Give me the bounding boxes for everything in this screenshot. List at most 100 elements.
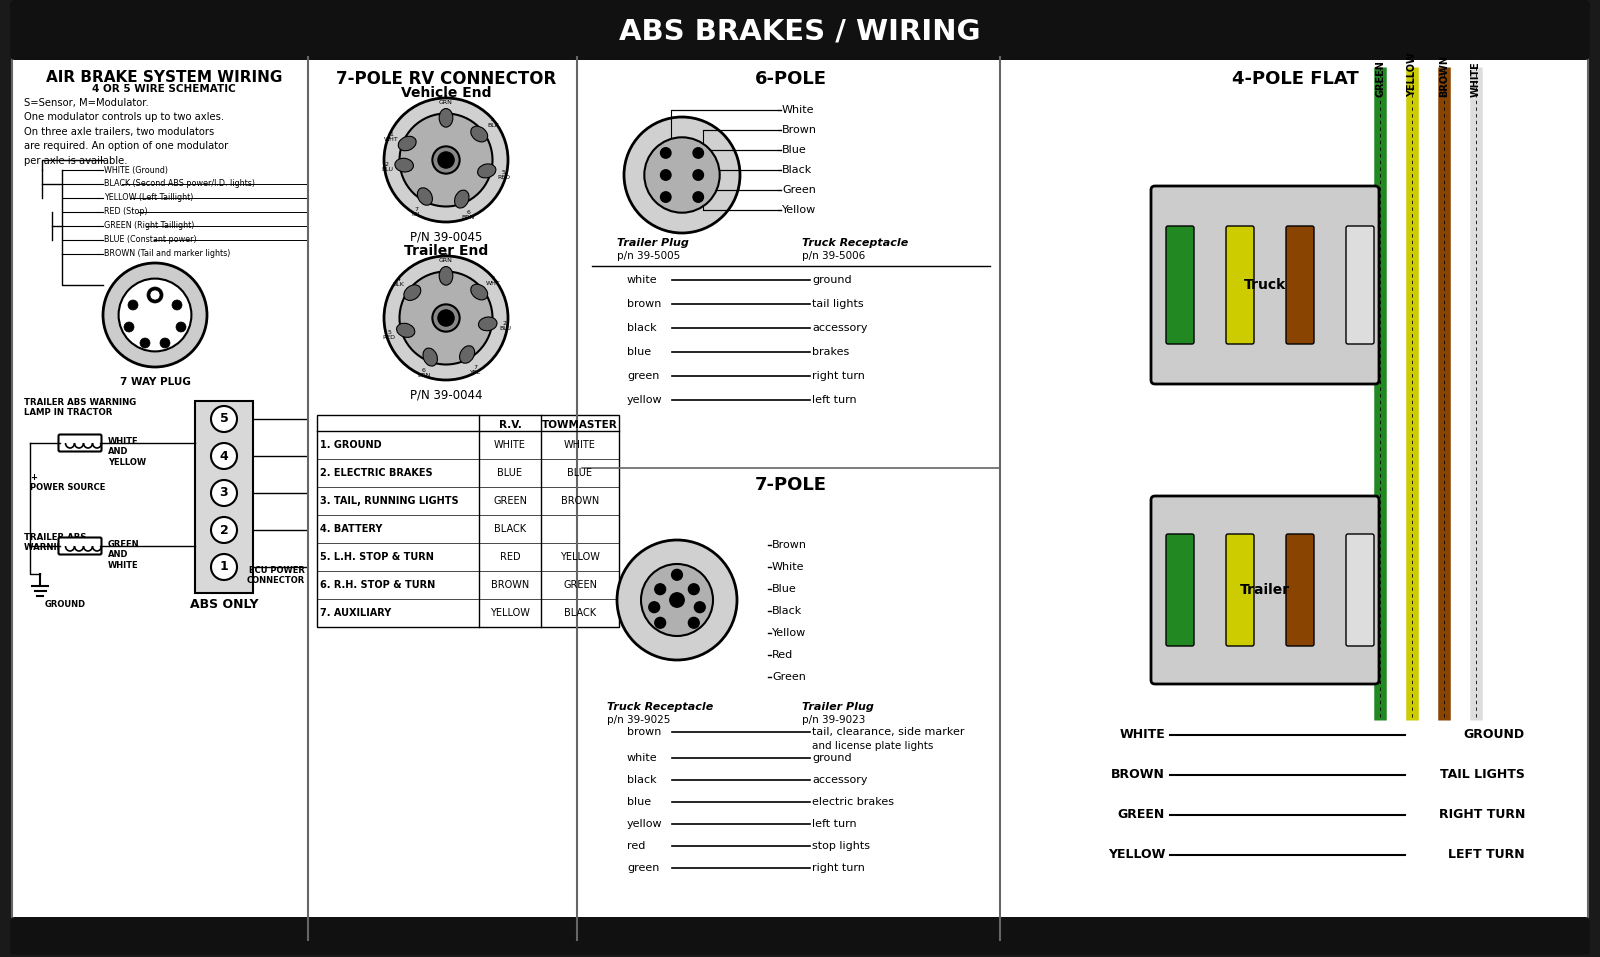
Text: Truck: Truck	[1243, 278, 1286, 292]
FancyBboxPatch shape	[10, 0, 1590, 60]
Text: left turn: left turn	[813, 395, 856, 405]
Text: ABS BRAKES / WIRING: ABS BRAKES / WIRING	[619, 18, 981, 46]
FancyBboxPatch shape	[1166, 226, 1194, 344]
Circle shape	[688, 584, 699, 594]
Text: brown: brown	[627, 727, 661, 737]
FancyBboxPatch shape	[1346, 226, 1374, 344]
Text: RIGHT TURN: RIGHT TURN	[1438, 809, 1525, 821]
Circle shape	[211, 406, 237, 432]
Text: 7-POLE RV CONNECTOR: 7-POLE RV CONNECTOR	[336, 70, 557, 88]
Text: YELLOW: YELLOW	[1107, 849, 1165, 861]
Text: Red: Red	[771, 650, 794, 660]
Text: 6
BRN: 6 BRN	[462, 211, 475, 220]
Text: left turn: left turn	[813, 819, 856, 829]
Text: ground: ground	[813, 275, 851, 285]
Circle shape	[432, 304, 459, 332]
Text: electric brakes: electric brakes	[813, 797, 894, 807]
Text: 7. AUXILIARY: 7. AUXILIARY	[320, 608, 392, 618]
Bar	[195, 401, 253, 593]
Circle shape	[693, 191, 704, 202]
Circle shape	[176, 322, 186, 332]
FancyBboxPatch shape	[1150, 496, 1379, 684]
Text: 5. L.H. STOP & TURN: 5. L.H. STOP & TURN	[320, 552, 434, 562]
Text: R.V.: R.V.	[499, 420, 522, 430]
Text: 5: 5	[219, 412, 229, 426]
Text: green: green	[627, 371, 659, 381]
Text: black: black	[627, 323, 656, 333]
Text: RED (Stop): RED (Stop)	[104, 208, 147, 216]
Circle shape	[654, 617, 666, 628]
Text: Green: Green	[771, 672, 806, 682]
Text: GREEN: GREEN	[563, 580, 597, 590]
Text: BROWN: BROWN	[562, 496, 598, 506]
Text: GREEN (Right Taillight): GREEN (Right Taillight)	[104, 221, 194, 231]
Text: yellow: yellow	[627, 395, 662, 405]
Circle shape	[694, 602, 706, 612]
Ellipse shape	[422, 348, 437, 367]
Text: BLACK (Second ABS power/I.D. lights): BLACK (Second ABS power/I.D. lights)	[104, 180, 254, 189]
Text: ground: ground	[813, 753, 851, 763]
Text: white: white	[627, 275, 658, 285]
Text: WHITE: WHITE	[1470, 61, 1482, 97]
Text: RED: RED	[499, 552, 520, 562]
Text: WHITE (Ground): WHITE (Ground)	[104, 166, 168, 174]
Text: WHITE
AND
YELLOW: WHITE AND YELLOW	[109, 437, 146, 467]
Text: BROWN (Tail and marker lights): BROWN (Tail and marker lights)	[104, 250, 230, 258]
Text: BLUE: BLUE	[498, 468, 523, 478]
Text: brakes: brakes	[813, 347, 850, 357]
Text: Black: Black	[771, 606, 802, 616]
Text: Vehicle End: Vehicle End	[400, 86, 491, 100]
Text: YELLOW (Left Taillight): YELLOW (Left Taillight)	[104, 193, 194, 203]
Text: 7 WAY PLUG: 7 WAY PLUG	[120, 377, 190, 387]
Text: Yellow: Yellow	[771, 628, 806, 638]
Text: 7
YEL: 7 YEL	[470, 365, 482, 374]
Text: 3
GRN: 3 GRN	[438, 96, 453, 105]
FancyBboxPatch shape	[59, 434, 101, 452]
Text: white: white	[627, 753, 658, 763]
Text: 1
WHT: 1 WHT	[485, 277, 501, 286]
Text: 3
GRN: 3 GRN	[438, 254, 453, 263]
Text: S=Sensor, M=Modulator.
One modulator controls up to two axles.
On three axle tra: S=Sensor, M=Modulator. One modulator con…	[24, 98, 229, 166]
Text: right turn: right turn	[813, 371, 866, 381]
Text: Trailer: Trailer	[1240, 583, 1290, 597]
Text: green: green	[627, 863, 659, 873]
FancyBboxPatch shape	[1226, 534, 1254, 646]
Text: p/n 39-9023: p/n 39-9023	[802, 715, 866, 725]
Text: +
POWER SOURCE: + POWER SOURCE	[30, 473, 106, 493]
Circle shape	[400, 272, 493, 365]
Text: Brown: Brown	[771, 540, 806, 550]
Circle shape	[618, 540, 738, 660]
Circle shape	[688, 617, 699, 628]
Text: Green: Green	[782, 185, 816, 195]
Text: TRAILER ABS
WARNING LAMP: TRAILER ABS WARNING LAMP	[24, 533, 101, 552]
Circle shape	[102, 263, 206, 367]
FancyBboxPatch shape	[1166, 534, 1194, 646]
Text: 5
RED: 5 RED	[382, 330, 395, 341]
Text: 2: 2	[219, 523, 229, 537]
Text: tail lights: tail lights	[813, 299, 864, 309]
Text: AIR BRAKE SYSTEM WIRING: AIR BRAKE SYSTEM WIRING	[46, 70, 282, 85]
Circle shape	[642, 564, 714, 636]
Circle shape	[693, 147, 704, 158]
Circle shape	[661, 191, 670, 202]
Text: 4
BLK: 4 BLK	[392, 278, 405, 287]
Text: p/n 39-9025: p/n 39-9025	[606, 715, 670, 725]
Text: 4-POLE FLAT: 4-POLE FLAT	[1232, 70, 1358, 88]
Circle shape	[384, 256, 509, 380]
Circle shape	[672, 569, 682, 580]
FancyBboxPatch shape	[10, 917, 1590, 955]
Ellipse shape	[459, 345, 475, 364]
Text: GROUND: GROUND	[45, 600, 86, 609]
Circle shape	[384, 98, 509, 222]
Text: 4 OR 5 WIRE SCHEMATIC: 4 OR 5 WIRE SCHEMATIC	[93, 84, 235, 94]
Circle shape	[432, 146, 459, 173]
Text: 6. R.H. STOP & TURN: 6. R.H. STOP & TURN	[320, 580, 435, 590]
Circle shape	[645, 137, 720, 212]
Ellipse shape	[470, 284, 488, 300]
Circle shape	[211, 554, 237, 580]
FancyBboxPatch shape	[1226, 226, 1254, 344]
Circle shape	[654, 584, 666, 594]
Circle shape	[211, 480, 237, 506]
Text: 5
RED: 5 RED	[498, 170, 510, 181]
Text: BROWN: BROWN	[1438, 55, 1450, 97]
